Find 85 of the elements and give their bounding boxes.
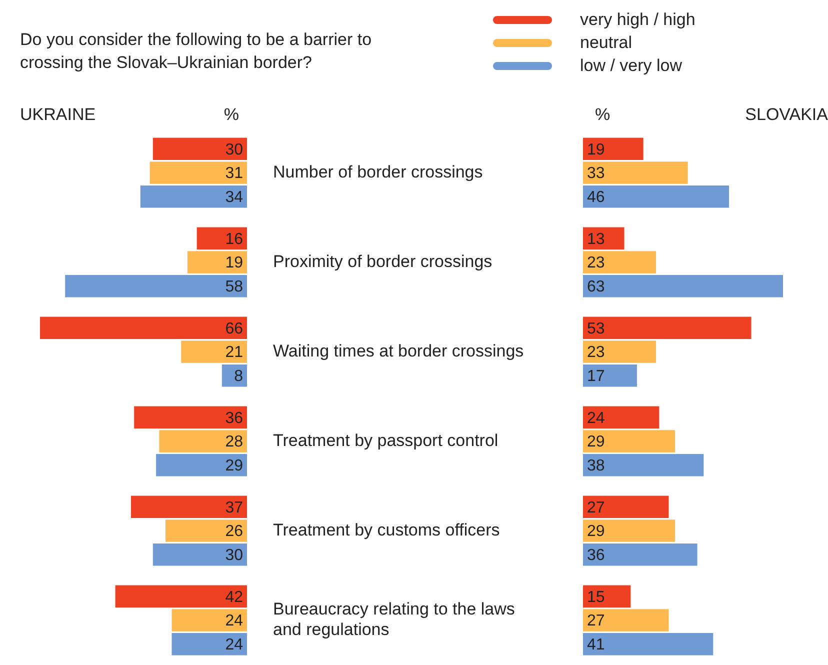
y-tick-label: Waiting times at border crossings	[273, 341, 524, 360]
bar	[130, 496, 247, 518]
bar	[583, 340, 656, 363]
bar	[583, 316, 752, 339]
bar	[583, 364, 637, 387]
chart-subtitle: SLOVAKIA	[745, 104, 828, 126]
chart-title: Do you consider the following to be a barrier to crossing the Slovak–Ukrainian border?	[20, 29, 373, 74]
data-label: 27	[587, 612, 605, 630]
data-label: 31	[225, 165, 244, 182]
data-label: 23	[587, 254, 605, 272]
data-label: 23	[587, 344, 605, 362]
data-label: 13	[587, 230, 605, 248]
bar	[165, 520, 247, 542]
data-label: 21	[225, 344, 244, 362]
y-tick-label: Treatment by customs officers	[273, 520, 500, 540]
bar	[583, 251, 656, 274]
bar	[583, 609, 669, 632]
data-label: 8	[234, 368, 244, 386]
data-label: 19	[587, 141, 605, 158]
data-label: 30	[225, 141, 244, 158]
bar	[181, 340, 247, 363]
data-label: 19	[225, 254, 244, 272]
data-label: 41	[587, 636, 605, 654]
bar	[583, 544, 698, 566]
bar	[583, 430, 676, 452]
bar	[583, 162, 688, 184]
data-label: 24	[225, 612, 244, 630]
data-label: 26	[225, 523, 244, 540]
data-label: 58	[225, 278, 244, 296]
legend-label: very high / high	[580, 10, 696, 30]
data-label: 29	[225, 458, 244, 475]
data-label: 16	[225, 230, 244, 248]
y-tick-label: Proximity of border crossings	[273, 252, 492, 271]
y-tick-label: Number of border crossings	[273, 162, 483, 182]
bar	[583, 227, 624, 250]
data-label: 66	[225, 320, 244, 338]
data-label: 63	[587, 278, 605, 296]
bar	[583, 585, 631, 608]
bar	[187, 251, 247, 274]
legend-label: neutral	[580, 32, 632, 52]
bar	[196, 227, 247, 250]
data-label: 53	[587, 320, 605, 338]
data-label: 15	[587, 588, 605, 606]
data-label: 36	[225, 410, 244, 427]
bar	[152, 544, 247, 566]
bar	[159, 430, 247, 452]
data-label: 29	[587, 523, 605, 540]
bar	[140, 186, 247, 208]
data-label: 27	[587, 499, 605, 516]
data-label: 30	[225, 547, 244, 564]
bar	[583, 496, 669, 518]
x-axis-title: %	[224, 104, 239, 126]
bar	[65, 275, 247, 298]
y-tick-label: Treatment by passport control	[273, 430, 498, 450]
data-label: 24	[587, 410, 605, 427]
legend-label: low / very low	[580, 56, 682, 76]
bar	[583, 633, 714, 656]
bar	[583, 406, 660, 428]
data-label: 34	[225, 189, 244, 206]
bar	[172, 609, 247, 632]
bar	[134, 406, 247, 428]
bar	[583, 275, 783, 298]
data-label: 37	[225, 499, 244, 516]
data-label: 36	[587, 547, 605, 564]
data-label: 38	[587, 458, 605, 475]
bar	[172, 633, 247, 656]
data-label: 29	[587, 434, 605, 451]
data-label: 33	[587, 165, 605, 182]
bar	[115, 585, 247, 608]
data-label: 17	[587, 368, 605, 386]
data-label: 42	[225, 588, 244, 606]
chart-subtitle: UKRAINE	[20, 104, 96, 126]
bar	[583, 520, 676, 542]
data-label: 24	[225, 636, 244, 654]
y-tick-label: Bureaucracy relating to the laws and regulations	[273, 600, 515, 640]
bar	[40, 316, 247, 339]
bar	[156, 454, 247, 476]
x-axis-title: %	[595, 104, 610, 126]
bar	[583, 138, 644, 160]
bar	[583, 454, 704, 476]
bar	[152, 138, 247, 160]
data-label: 28	[225, 434, 244, 451]
bar	[583, 186, 730, 208]
data-label: 46	[587, 189, 605, 206]
bar	[150, 162, 247, 184]
